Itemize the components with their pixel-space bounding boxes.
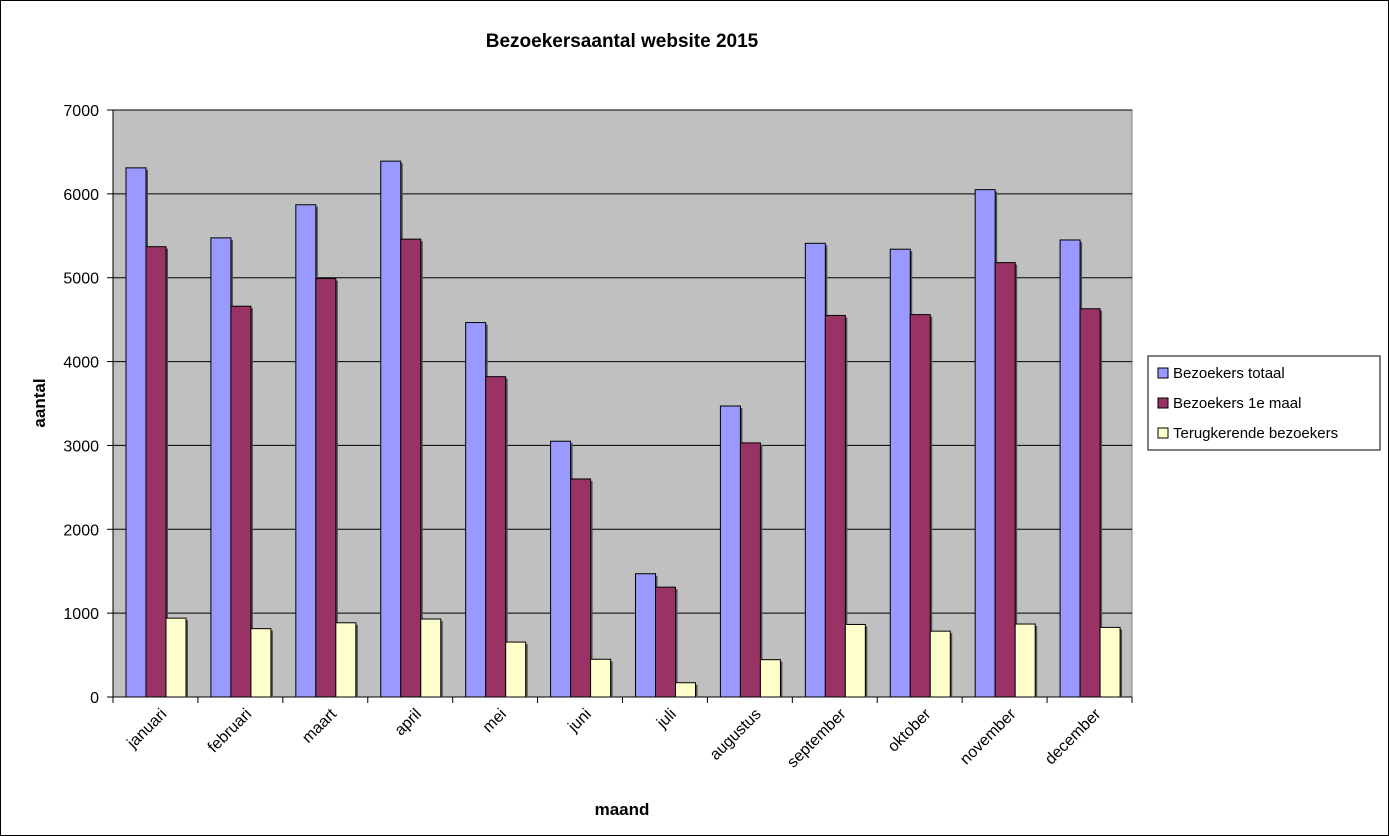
legend: Bezoekers totaal Bezoekers 1e maal Terugke… [1147, 355, 1381, 451]
bar [844, 623, 866, 698]
bar [675, 682, 696, 698]
bar [400, 238, 422, 698]
bar [804, 242, 826, 698]
y-axis-ticks: 0 1000 2000 3000 4000 5000 6000 7000 [63, 103, 113, 707]
bar [125, 167, 147, 698]
chart-title: Bezoekersaantal website 2015 [486, 31, 759, 52]
bar [1099, 626, 1121, 698]
x-tick-label: april [392, 706, 425, 739]
bar [210, 237, 232, 698]
bar [929, 630, 951, 698]
x-tick-label: augustus [707, 706, 765, 764]
bar [165, 617, 187, 698]
x-tick-label: maart [299, 705, 340, 746]
bar [719, 405, 741, 698]
bar [465, 322, 487, 698]
y-tick-label: 2000 [63, 522, 99, 539]
x-tick-label: juni [565, 706, 595, 736]
x-tick-label: september [784, 705, 850, 771]
y-tick-label: 4000 [63, 355, 99, 372]
bar [909, 314, 931, 698]
bar [1014, 623, 1036, 698]
y-tick-label: 1000 [63, 606, 99, 623]
y-tick-label: 7000 [63, 103, 99, 120]
x-axis-label: maand [595, 800, 650, 819]
x-tick-label: mei [480, 706, 510, 736]
bar [505, 641, 527, 698]
bar [739, 442, 761, 698]
bar [485, 376, 507, 698]
legend-swatch [1157, 397, 1169, 409]
bar [315, 278, 337, 698]
x-tick-label: januari [124, 706, 171, 753]
x-tick-label: december [1042, 705, 1105, 768]
legend-swatch [1157, 367, 1169, 379]
bar [250, 628, 272, 698]
plot-area [112, 109, 1133, 698]
legend-label: Bezoekers 1e maal [1173, 395, 1301, 412]
x-tick-label: februari [205, 706, 255, 756]
bar [1079, 308, 1101, 698]
y-tick-label: 5000 [63, 271, 99, 288]
y-tick-label: 0 [90, 690, 99, 707]
bar [655, 586, 676, 698]
bar [420, 618, 442, 698]
bar [295, 204, 317, 698]
legend-label: Bezoekers totaal [1173, 365, 1285, 382]
x-tick-label: oktober [885, 705, 935, 755]
bar [550, 440, 572, 698]
y-tick-label: 3000 [63, 438, 99, 455]
x-axis-ticks: januari februari maart april mei juni juli augu… [112, 697, 1133, 771]
x-tick-label: juli [653, 706, 680, 733]
legend-swatch [1157, 427, 1169, 439]
bar [1059, 239, 1081, 698]
bar [759, 659, 781, 698]
x-tick-label: november [957, 705, 1020, 768]
y-tick-label: 6000 [63, 187, 99, 204]
bar [145, 246, 167, 698]
bar [635, 573, 656, 698]
bar [230, 305, 252, 698]
bar [824, 314, 846, 698]
bar [335, 622, 357, 698]
bar [380, 160, 402, 698]
legend-label: Terugkerende bezoekers [1173, 425, 1338, 442]
bar [570, 478, 592, 698]
bar [974, 189, 996, 698]
bar [889, 248, 911, 698]
plot-background [112, 109, 1133, 698]
legend-box [1147, 355, 1381, 451]
bar [994, 262, 1016, 698]
y-axis-label: aantal [30, 378, 49, 427]
bars [125, 160, 1123, 698]
bar [590, 658, 612, 698]
